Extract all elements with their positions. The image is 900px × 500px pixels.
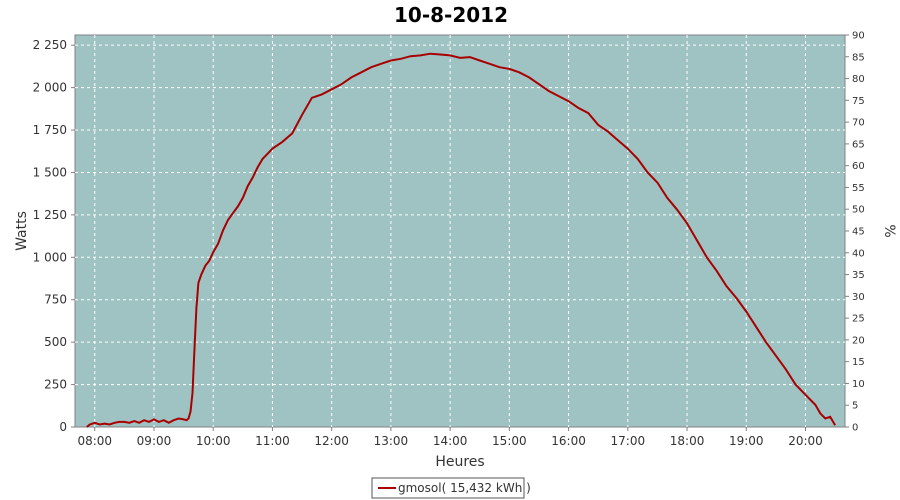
legend: gmosol( 15,432 kWh ) <box>371 477 531 499</box>
y-axis-right: 0 5 10 15 20 25 30 35 40 45 50 55 60 65 70 75 80 85 90 <box>845 31 865 434</box>
y2-tick-label: 15 <box>852 357 865 368</box>
chart-title: 10-8-2012 <box>394 3 508 27</box>
x-tick-label: 14:00 <box>433 434 468 448</box>
x-tick-label: 11:00 <box>255 434 290 448</box>
y2-tick-label: 75 <box>852 96 865 107</box>
y-tick-label: 750 <box>44 293 67 307</box>
y-tick-label: 2 000 <box>33 81 67 95</box>
y2-tick-label: 10 <box>852 379 865 390</box>
x-tick-label: 16:00 <box>551 434 586 448</box>
y2-tick-label: 60 <box>852 161 865 172</box>
y-axis-label: Watts <box>14 211 30 251</box>
y2-tick-label: 20 <box>852 335 865 346</box>
grid <box>75 35 845 427</box>
x-tick-label: 09:00 <box>137 434 172 448</box>
plot-area <box>74 34 846 428</box>
x-tick-label: 12:00 <box>314 434 349 448</box>
y2-tick-label: 65 <box>852 139 865 150</box>
y2-tick-label: 50 <box>852 205 865 216</box>
y-tick-label: 2 250 <box>33 38 67 52</box>
y-tick-label: 1 750 <box>33 123 67 137</box>
x-tick-label: 10:00 <box>196 434 231 448</box>
y2-tick-label: 85 <box>852 52 865 63</box>
legend-box <box>371 477 525 499</box>
y2-tick-label: 90 <box>852 31 865 42</box>
x-tick-label: 17:00 <box>611 434 646 448</box>
x-tick-label: 08:00 <box>77 434 112 448</box>
y-tick-label: 0 <box>59 420 67 434</box>
y-tick-label: 1 250 <box>33 208 67 222</box>
y-axis-left: 0 250 500 750 1 000 1 250 1 500 1 750 2 000 2 250 <box>33 38 75 434</box>
x-axis: 08:00 09:00 10:00 11:00 12:00 13:00 14:00 15:00… <box>77 427 823 448</box>
y2-tick-label: 45 <box>852 227 865 238</box>
x-tick-label: 18:00 <box>670 434 705 448</box>
y2-tick-label: 40 <box>852 248 865 259</box>
y2-tick-label: 80 <box>852 74 865 85</box>
y-tick-label: 1 000 <box>33 250 67 264</box>
y-tick-label: 1 500 <box>33 165 67 179</box>
y-tick-label: 250 <box>44 378 67 392</box>
y2-tick-label: 25 <box>852 314 865 325</box>
y2-tick-label: 55 <box>852 183 865 194</box>
legend-label: gmosol( 15,432 kWh ) <box>398 481 531 495</box>
y2-tick-label: 0 <box>852 423 858 434</box>
y2-tick-label: 70 <box>852 118 865 129</box>
x-tick-label: 15:00 <box>492 434 527 448</box>
x-tick-label: 13:00 <box>374 434 409 448</box>
y2-tick-label: 35 <box>852 270 865 281</box>
y-tick-label: 500 <box>44 335 67 349</box>
x-tick-label: 19:00 <box>729 434 764 448</box>
y2-tick-label: 30 <box>852 292 865 303</box>
y2-tick-label: 5 <box>852 401 858 412</box>
y2-axis-label: % <box>881 224 897 237</box>
x-axis-label: Heures <box>435 454 484 470</box>
series-line-gmosol <box>86 52 836 428</box>
x-tick-label: 20:00 <box>788 434 823 448</box>
